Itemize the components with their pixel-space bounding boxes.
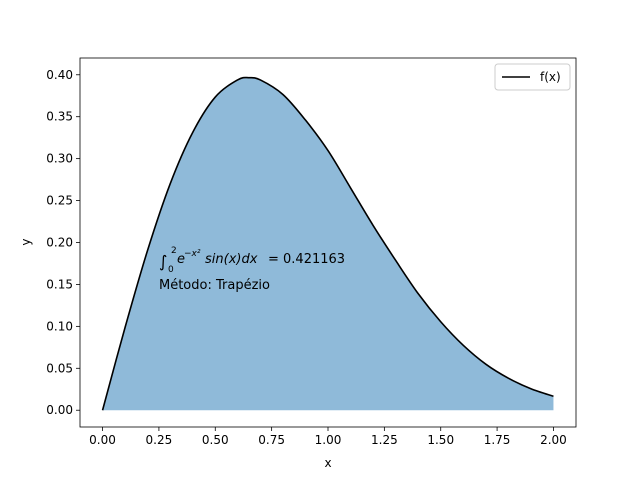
- y-tick-label: 0.20: [46, 236, 73, 250]
- x-tick-label: 0.00: [89, 433, 116, 447]
- x-tick-label: 1.75: [484, 433, 511, 447]
- integral-upper-limit: 2: [171, 246, 177, 256]
- integrand-rest: sin(x)dx: [205, 252, 258, 267]
- integrand-exponent: −x²: [184, 249, 201, 259]
- y-tick-label: 0.40: [46, 68, 73, 82]
- integral-result: = 0.421163: [268, 252, 345, 267]
- x-tick-label: 2.00: [540, 433, 567, 447]
- x-axis-label: x: [324, 456, 331, 470]
- x-tick-label: 1.00: [315, 433, 342, 447]
- integral-sign: ∫: [159, 252, 167, 271]
- legend-label-f: f(x): [540, 70, 561, 84]
- y-tick-label: 0.30: [46, 152, 73, 166]
- series-line-f: [101, 76, 554, 411]
- method-label: Método: Trapézio: [159, 278, 270, 293]
- y-tick-label: 0.00: [46, 403, 73, 417]
- x-tick-label: 1.50: [427, 433, 454, 447]
- y-axis-label: y: [19, 238, 33, 245]
- x-tick-label: 0.25: [146, 433, 173, 447]
- x-tick-label: 0.50: [202, 433, 229, 447]
- y-tick-label: 0.05: [46, 361, 73, 375]
- y-tick-label: 0.35: [46, 110, 73, 124]
- x-tick-label: 1.25: [371, 433, 398, 447]
- area-fill: [102, 77, 554, 411]
- integral-annotation: ∫ 2 0 e −x² sin(x)dx = 0.421163 Método: …: [159, 246, 345, 293]
- y-tick-label: 0.25: [46, 194, 73, 208]
- legend: f(x): [494, 63, 571, 91]
- y-tick-label: 0.10: [46, 319, 73, 333]
- legend-box: [494, 63, 571, 91]
- y-tick-label: 0.15: [46, 277, 73, 291]
- integral-lower-limit: 0: [168, 265, 174, 275]
- integrand-base: e: [177, 252, 185, 267]
- plot-area: [101, 76, 554, 411]
- axis-ticks: 0.00 0.25 0.50 0.75 1.00 1.25 1.50 1.75 2.00 0.00…: [46, 68, 567, 447]
- x-tick-label: 0.75: [258, 433, 285, 447]
